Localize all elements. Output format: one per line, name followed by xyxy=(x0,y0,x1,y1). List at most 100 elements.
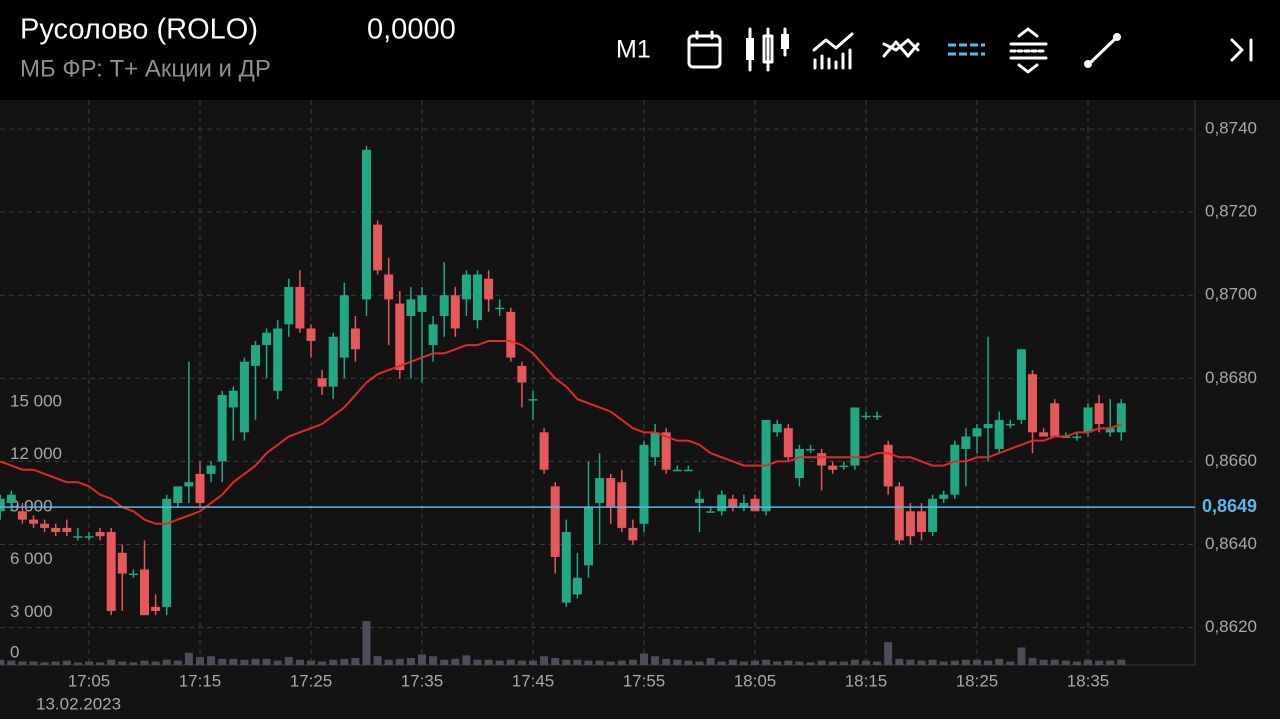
candle-body xyxy=(29,519,38,524)
candle-body xyxy=(572,577,582,595)
volume-bar xyxy=(284,657,293,665)
volume-bar xyxy=(273,660,282,665)
volume-bar xyxy=(640,653,648,665)
volume-bar xyxy=(406,657,415,665)
candle-body xyxy=(828,465,838,470)
volume-bar xyxy=(140,660,149,665)
compare-icon[interactable] xyxy=(882,38,920,58)
volume-bar xyxy=(440,659,449,665)
volume-bar xyxy=(606,661,615,665)
candle-body xyxy=(683,469,693,472)
volume-bar xyxy=(717,661,726,665)
volume-bar xyxy=(540,656,549,665)
candle-body xyxy=(450,295,460,329)
candle-body xyxy=(84,536,94,538)
candle-body xyxy=(206,465,216,474)
candle-body xyxy=(128,573,138,576)
volume-bar xyxy=(462,655,471,665)
candle-body xyxy=(661,432,671,470)
volume-bar xyxy=(762,659,771,665)
volume-bar xyxy=(984,660,993,665)
scroll-end-icon[interactable] xyxy=(1230,38,1253,62)
volume-bar xyxy=(85,661,93,665)
volume-bar xyxy=(928,659,937,665)
exchange-name: МБ ФР: Т+ Акции и ДР xyxy=(20,55,271,82)
candle-body xyxy=(706,511,716,513)
candle-body xyxy=(561,532,571,603)
candle-body xyxy=(883,444,893,487)
candle-body xyxy=(184,482,194,487)
volume-tick-label: 12 000 xyxy=(10,444,62,463)
volume-bar xyxy=(695,661,704,665)
candle-body xyxy=(284,286,294,325)
time-tick-label: 17:35 xyxy=(401,671,444,690)
candle-body xyxy=(1050,403,1060,437)
candle-body xyxy=(961,436,971,449)
time-tick-label: 18:35 xyxy=(1067,671,1110,690)
volume-bar xyxy=(1050,659,1059,665)
volume-bar xyxy=(1106,660,1115,665)
levels-icon[interactable] xyxy=(948,43,985,56)
date-label: 13.02.2023 xyxy=(36,694,121,713)
volume-bar xyxy=(506,659,515,665)
volume-bar xyxy=(473,659,482,665)
candle-body xyxy=(6,494,16,503)
volume-bar xyxy=(751,660,759,665)
draw-line-icon[interactable] xyxy=(1084,33,1121,68)
candle-body xyxy=(350,328,360,350)
volume-bar xyxy=(873,661,882,665)
candle-body xyxy=(728,498,738,508)
volume-bar xyxy=(617,660,626,665)
candle-body xyxy=(439,295,449,317)
candle-body xyxy=(1005,424,1015,426)
scale-icon[interactable] xyxy=(1009,27,1048,74)
time-tick-label: 18:15 xyxy=(845,671,888,690)
volume-bar xyxy=(184,652,193,665)
header-bg xyxy=(0,0,1280,100)
calendar-icon[interactable] xyxy=(687,30,722,69)
candle-body xyxy=(373,224,383,271)
candle-body xyxy=(1083,407,1093,433)
candle-body xyxy=(905,511,915,537)
candle-body xyxy=(861,415,871,418)
candle-body xyxy=(1105,428,1115,433)
candle-body xyxy=(262,332,272,346)
candle-body xyxy=(850,407,860,466)
candle-body xyxy=(939,494,949,499)
candle-body xyxy=(306,328,316,341)
volume-bar xyxy=(7,660,16,665)
candle-body xyxy=(550,486,560,557)
candle-body xyxy=(517,365,527,383)
indicator-icon[interactable] xyxy=(812,32,854,70)
candle-body xyxy=(384,274,394,300)
candle-body xyxy=(140,569,149,616)
time-tick-label: 17:05 xyxy=(68,671,111,690)
candle-body xyxy=(595,478,605,503)
volume-bar xyxy=(1039,659,1048,665)
candle-body xyxy=(362,149,371,300)
volume-bar xyxy=(1095,660,1104,665)
timeframe-button[interactable]: M1 xyxy=(616,36,651,64)
volume-bar xyxy=(806,662,815,665)
volume-bar xyxy=(107,659,116,665)
candle-body xyxy=(40,523,50,528)
volume-bar xyxy=(995,658,1004,665)
volume-bar xyxy=(784,660,793,665)
volume-bar xyxy=(673,659,682,665)
volume-tick-label: 9 000 xyxy=(10,497,53,516)
volume-bar xyxy=(429,656,438,665)
volume-bar xyxy=(129,662,138,665)
candle-body xyxy=(983,424,993,429)
candles-icon[interactable] xyxy=(746,27,789,72)
volume-bar xyxy=(739,661,748,665)
volume-bar xyxy=(1017,647,1026,665)
candle-body xyxy=(750,498,760,512)
price-tick-label: 0,8620 xyxy=(1205,617,1257,636)
volume-bar xyxy=(196,657,204,665)
volume-bar xyxy=(551,657,560,665)
time-tick-label: 17:25 xyxy=(290,671,333,690)
candle-body xyxy=(917,511,926,533)
volume-bar xyxy=(850,659,859,665)
volume-bar xyxy=(229,658,238,665)
candle-body xyxy=(73,536,83,538)
